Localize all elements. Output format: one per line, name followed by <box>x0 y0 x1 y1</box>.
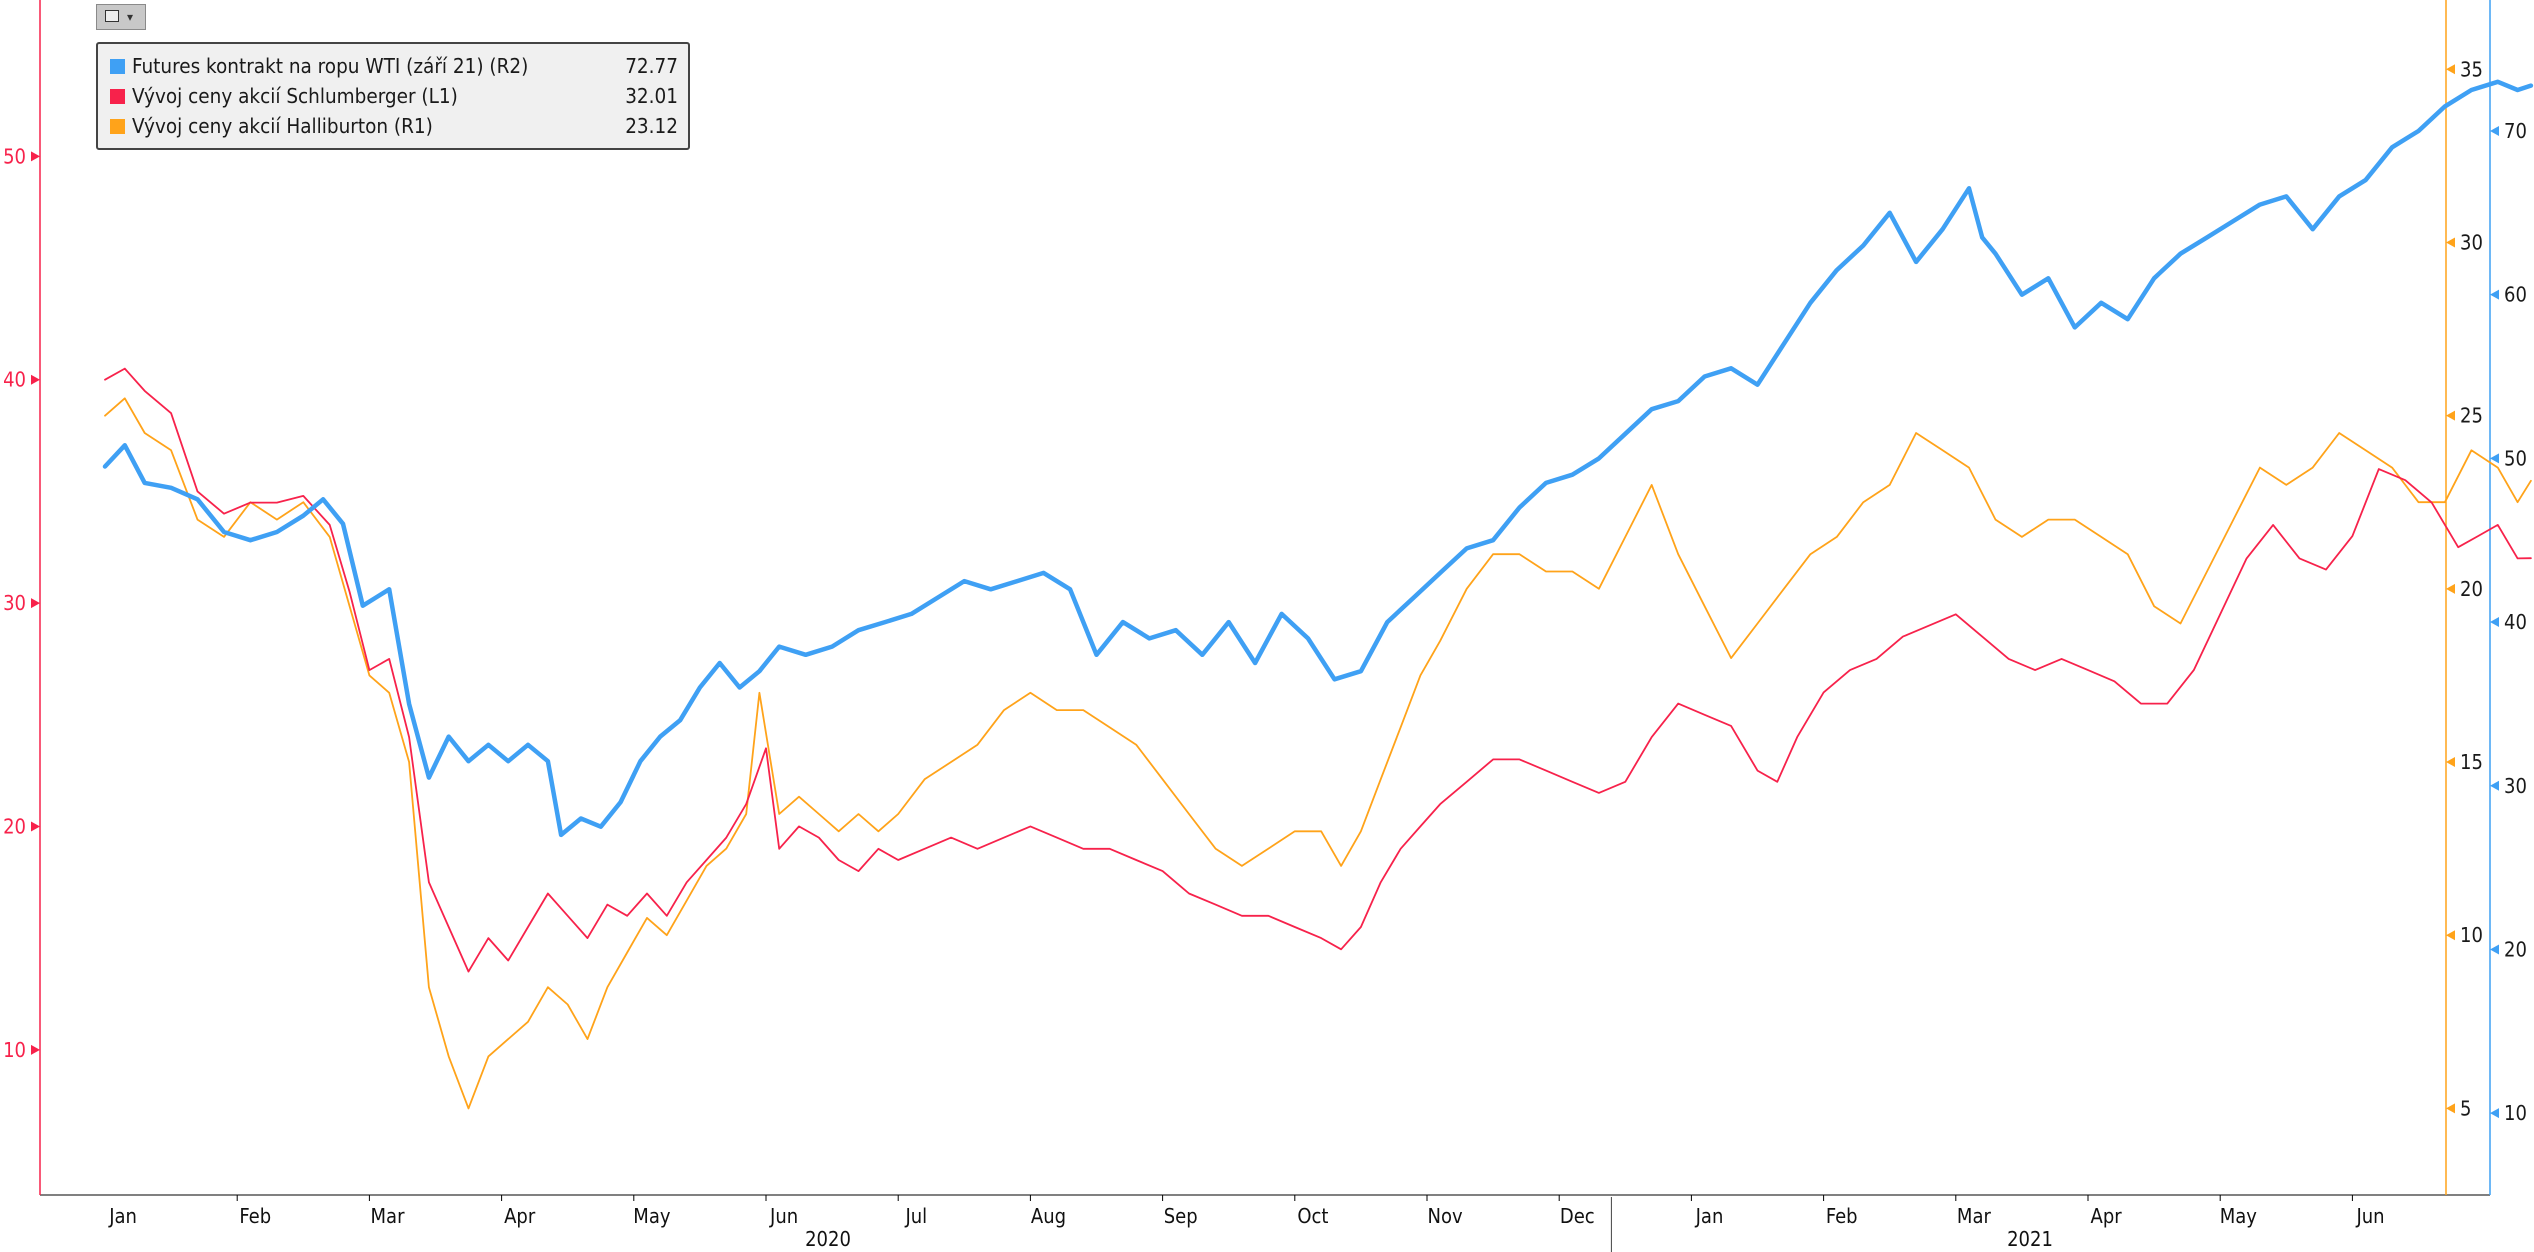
y-tick-label-right2: 30 <box>2504 774 2527 798</box>
x-tick-label: Feb <box>239 1204 271 1228</box>
y-tick-right1 <box>2446 930 2455 941</box>
y-tick-label-right2: 60 <box>2504 283 2527 307</box>
series-line-halliburton <box>104 397 2532 1110</box>
y-tick-left <box>31 1044 40 1055</box>
legend-label-wti: Futures kontrakt na ropu WTI (září 21) (… <box>132 54 529 78</box>
y-tick-label-left: 10 <box>3 1038 26 1062</box>
y-tick-right2 <box>2490 453 2499 464</box>
y-tick-label-right2: 10 <box>2504 1101 2527 1125</box>
y-tick-right1 <box>2446 757 2455 768</box>
y-tick-right2 <box>2490 617 2499 628</box>
y-tick-right2 <box>2490 1108 2499 1119</box>
y-tick-right1 <box>2446 64 2455 75</box>
legend-label-halliburton: Vývoj ceny akcií Halliburton (R1) <box>132 114 433 138</box>
y-tick-right2 <box>2490 289 2499 300</box>
y-tick-label-right2: 40 <box>2504 610 2527 634</box>
y-tick-right2 <box>2490 125 2499 136</box>
series-line-schlumberger <box>104 367 2532 973</box>
line-chart-icon <box>105 10 119 22</box>
y-tick-left <box>31 821 40 832</box>
x-tick-label: Sep <box>1164 1204 1198 1228</box>
legend-swatch-halliburton <box>110 119 125 134</box>
y-tick-right1 <box>2446 1103 2455 1114</box>
y-tick-right2 <box>2490 944 2499 955</box>
x-tick-label: Jun <box>2355 1204 2384 1228</box>
x-tick-label: May <box>633 1204 671 1228</box>
y-tick-left <box>31 374 40 385</box>
chevron-down-icon: ▾ <box>127 10 134 24</box>
legend-label-schlumberger: Vývoj ceny akcií Schlumberger (L1) <box>132 84 458 108</box>
x-tick-label: Mar <box>1957 1204 1992 1228</box>
x-tick-label: Jul <box>904 1204 927 1228</box>
y-tick-label-right2: 70 <box>2504 119 2527 143</box>
y-tick-right1 <box>2446 410 2455 421</box>
chart-legend: Futures kontrakt na ropu WTI (září 21) (… <box>96 42 690 150</box>
x-tick-label: May <box>2220 1204 2258 1228</box>
y-tick-label-right1: 5 <box>2460 1096 2471 1120</box>
series-line-wti <box>102 79 2534 838</box>
legend-item-wti: Futures kontrakt na ropu WTI (září 21) (… <box>110 52 678 80</box>
x-tick-label: Jan <box>1695 1204 1724 1228</box>
y-tick-label-left: 40 <box>3 368 26 392</box>
y-tick-label-right1: 20 <box>2460 577 2483 601</box>
legend-value-halliburton: 23.12 <box>625 114 678 138</box>
x-tick-label: Mar <box>371 1204 406 1228</box>
y-tick-right2 <box>2490 780 2499 791</box>
x-tick-label: Apr <box>2091 1204 2123 1228</box>
x-tick-label: Jan <box>108 1204 137 1228</box>
y-tick-label-right2: 20 <box>2504 937 2527 961</box>
y-tick-right1 <box>2446 237 2455 248</box>
legend-value-schlumberger: 32.01 <box>625 84 678 108</box>
x-tick-label: Feb <box>1826 1204 1858 1228</box>
x-tick-label: Aug <box>1031 1204 1066 1228</box>
y-tick-label-right1: 15 <box>2460 750 2483 774</box>
y-tick-label-left: 30 <box>3 591 26 615</box>
legend-item-halliburton: Vývoj ceny akcií Halliburton (R1) 23.12 <box>110 112 678 140</box>
x-tick-label: Apr <box>504 1204 536 1228</box>
x-tick-label: Jun <box>769 1204 798 1228</box>
y-tick-label-right1: 35 <box>2460 57 2483 81</box>
y-tick-label-left: 50 <box>3 144 26 168</box>
legend-swatch-wti <box>110 59 125 74</box>
chart-type-toggle-button[interactable]: ▾ <box>96 4 146 30</box>
y-tick-label-right1: 25 <box>2460 404 2483 428</box>
x-year-label: 2020 <box>805 1227 851 1251</box>
y-tick-left <box>31 598 40 609</box>
x-tick-label: Dec <box>1560 1204 1595 1228</box>
y-tick-label-right1: 30 <box>2460 230 2483 254</box>
legend-value-wti: 72.77 <box>625 54 678 78</box>
y-tick-label-right2: 50 <box>2504 446 2527 470</box>
y-tick-right1 <box>2446 583 2455 594</box>
y-tick-label-left: 20 <box>3 814 26 838</box>
x-tick-label: Oct <box>1297 1204 1328 1228</box>
y-tick-label-right1: 10 <box>2460 923 2483 947</box>
legend-swatch-schlumberger <box>110 89 125 104</box>
y-tick-left <box>31 151 40 162</box>
x-tick-label: Nov <box>1428 1204 1463 1228</box>
legend-item-schlumberger: Vývoj ceny akcií Schlumberger (L1) 32.01 <box>110 82 678 110</box>
x-year-label: 2021 <box>2007 1227 2053 1251</box>
